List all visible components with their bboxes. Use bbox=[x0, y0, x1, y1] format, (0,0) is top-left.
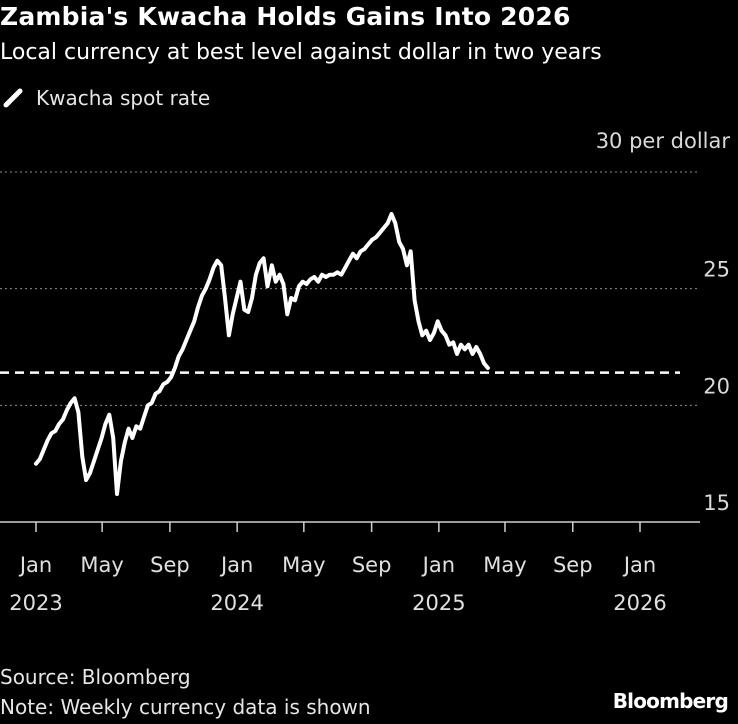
x-tick-label-2025-01-01: Jan bbox=[421, 553, 455, 577]
x-year-label-2026: 2026 bbox=[613, 591, 666, 615]
x-tick-label-2024-01-01: Jan bbox=[219, 553, 253, 577]
source-note: Source: Bloomberg bbox=[0, 665, 191, 689]
chart-subtitle: Local currency at best level against dol… bbox=[0, 40, 602, 65]
x-tick-label-2025-09-01: Sep bbox=[553, 553, 593, 577]
y-tick-label-15: 15 bbox=[703, 491, 730, 515]
series-line-kwacha-spot-rate bbox=[34, 212, 490, 496]
y-tick-label-25: 25 bbox=[703, 258, 730, 282]
legend-swatch-icon bbox=[3, 88, 23, 108]
data-note: Note: Weekly currency data is shown bbox=[0, 695, 371, 719]
x-tick-label-2023-05-01: May bbox=[80, 553, 123, 577]
legend: Kwacha spot rate bbox=[0, 84, 210, 112]
kwacha-line-chart: 25 20 15 Jan 2023 May Sep Jan 2024 May Sep Jan 2025 M… bbox=[0, 171, 730, 615]
chart-title: Zambia's Kwacha Holds Gains Into 2026 bbox=[0, 2, 571, 31]
x-tick-label-2023-09-01: Sep bbox=[150, 553, 190, 577]
x-tick-label-2026-01-01: Jan bbox=[622, 553, 656, 577]
x-year-label-2025: 2025 bbox=[412, 591, 465, 615]
x-tick-label-2024-05-01: May bbox=[282, 553, 325, 577]
x-tick-label-2025-05-01: May bbox=[483, 553, 526, 577]
x-year-label-2023: 2023 bbox=[9, 591, 62, 615]
x-tick-label-2024-09-01: Sep bbox=[352, 553, 392, 577]
x-year-label-2024: 2024 bbox=[210, 591, 263, 615]
bloomberg-logo: Bloomberg bbox=[612, 689, 729, 713]
legend-label: Kwacha spot rate bbox=[36, 86, 211, 110]
x-tick-label-2023-01-01: Jan bbox=[18, 553, 52, 577]
y-tick-label-20: 20 bbox=[703, 374, 730, 398]
y-axis-unit-label: 30 per dollar bbox=[595, 129, 730, 153]
